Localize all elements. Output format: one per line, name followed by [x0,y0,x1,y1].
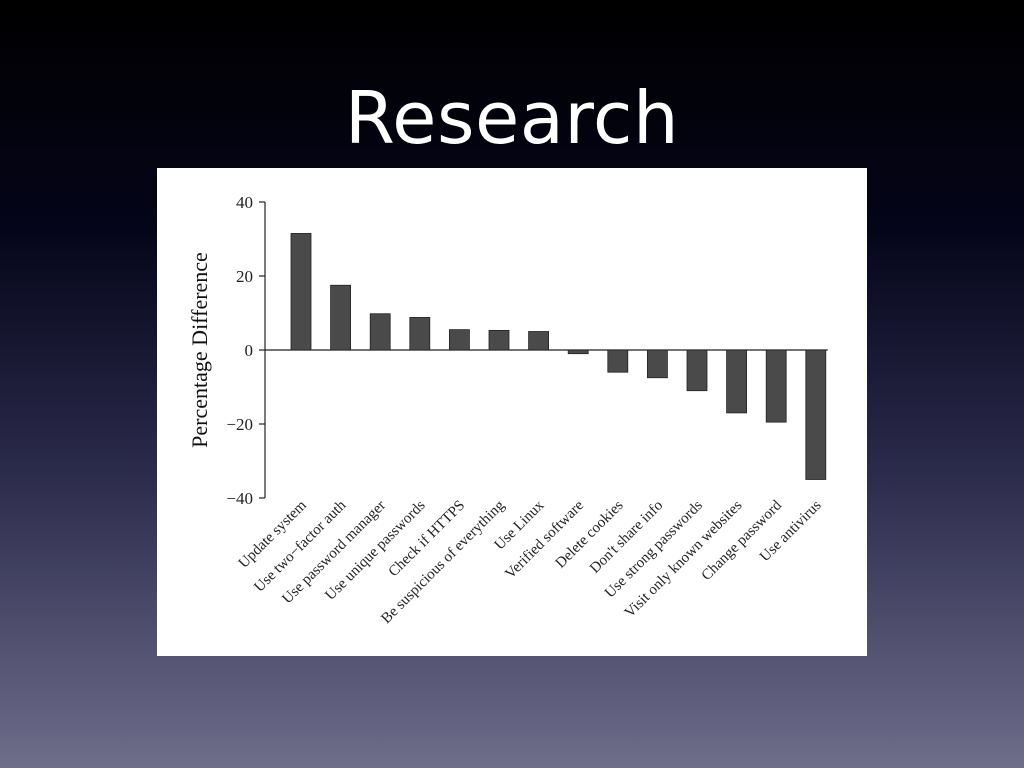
chart-panel: 40 20 0 −20 −40 Update system Use two−factor … [157,168,867,656]
bar [805,349,827,480]
y-axis-title: Percentage Difference [187,252,212,448]
bar [369,313,391,351]
bar [488,329,510,351]
y-tick-label: −20 [226,415,253,434]
y-tick-label: 20 [236,267,253,286]
bar [646,349,668,379]
y-tick-label: −40 [226,489,253,508]
bar [567,349,589,355]
x-category-label: Update system [236,497,310,571]
bar [409,317,431,351]
bar [726,349,747,414]
bar [290,233,312,351]
bar [528,331,550,351]
bar [607,349,629,373]
bars-layer [290,233,827,480]
bar [765,349,787,423]
slide-title: Research [344,76,680,160]
bar [686,349,708,392]
y-tick-label: 40 [236,193,253,212]
bar [448,329,470,351]
bar [330,284,352,351]
y-tick-label: 0 [245,341,254,360]
